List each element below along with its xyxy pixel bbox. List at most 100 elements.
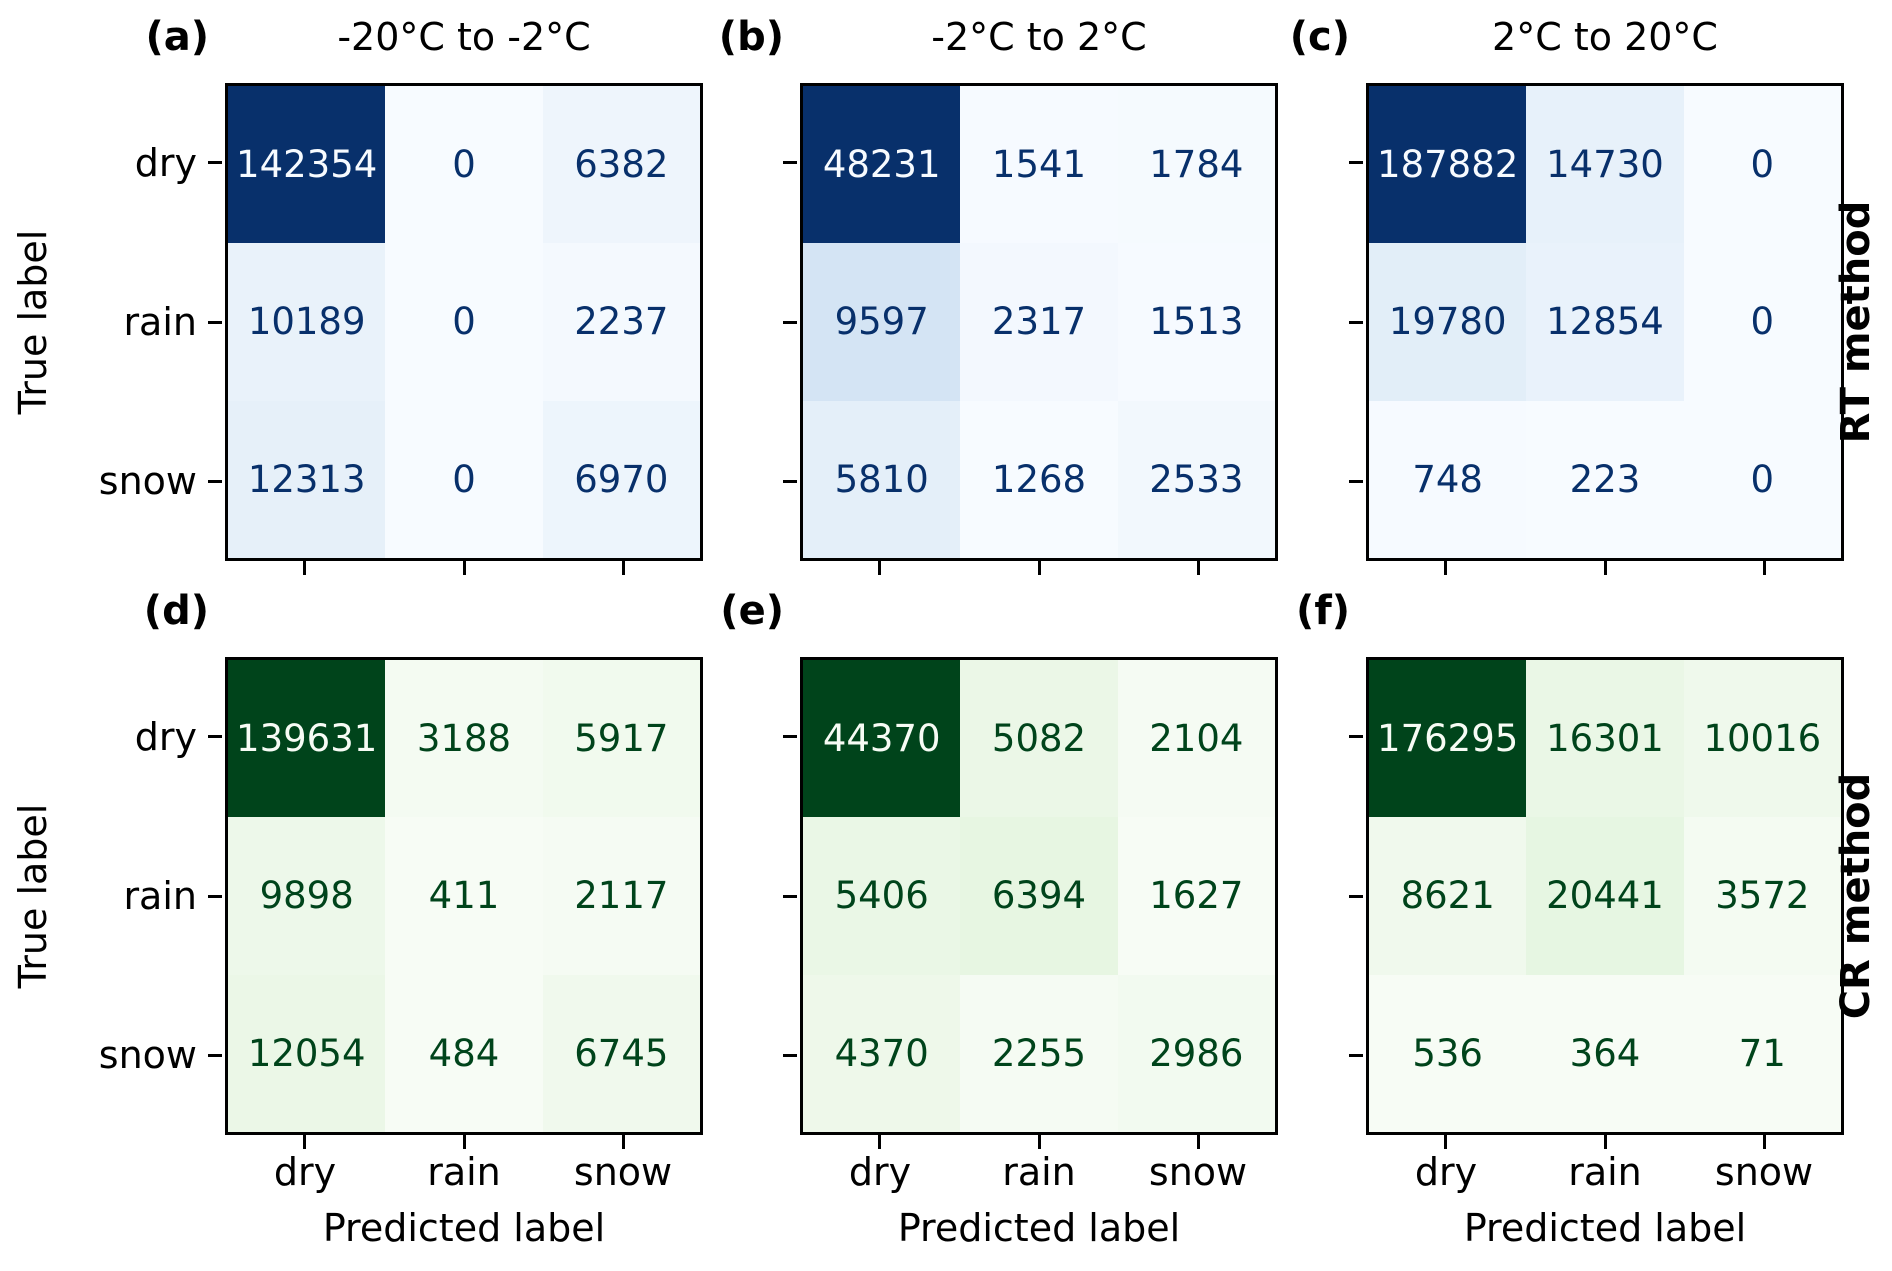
y-axis-tick (208, 735, 222, 739)
ytick-label-snow: snow (98, 1033, 197, 1077)
matrix-cell: 10016 (1683, 660, 1841, 818)
matrix-cell: 10189 (228, 243, 386, 401)
y-axis-tick (783, 735, 797, 739)
matrix-cell: 12313 (228, 400, 386, 558)
panel-d: (d) 139631 3188 5917 9898 411 2117 12054 484 674… (99, 588, 703, 1247)
ytick-label-dry: dry (134, 715, 197, 759)
matrix-cell: 2317 (960, 243, 1118, 401)
xtick-label-dry: dry (273, 1150, 337, 1194)
y-axis-tick (1349, 479, 1363, 483)
x-axis-tick (621, 561, 625, 575)
panel-title-b: -2°C to 2°C (931, 15, 1147, 59)
matrix-cell: 6382 (542, 86, 700, 244)
x-axis-tick (1444, 1135, 1448, 1149)
matrix-cell: 2533 (1117, 400, 1275, 558)
matrix-cell: 1541 (960, 86, 1118, 244)
x-axis-tick (1762, 561, 1766, 575)
matrix-cell: 0 (1683, 243, 1841, 401)
x-axis-tick (303, 1135, 307, 1149)
x-axis-title: Predicted label (1463, 1206, 1747, 1250)
x-axis-tick (878, 561, 882, 575)
y-axis-tick (783, 479, 797, 483)
y-axis-tick (208, 161, 222, 165)
matrix-cell: 3572 (1683, 817, 1841, 975)
x-axis-tick (1196, 561, 1200, 575)
xtick-label-dry: dry (1414, 1150, 1478, 1194)
matrix-cell: 139631 (228, 660, 386, 818)
matrix-cell: 19780 (1369, 243, 1527, 401)
matrix-cell: 0 (385, 400, 543, 558)
y-axis-tick (208, 320, 222, 324)
matrix-cell: 48231 (803, 86, 961, 244)
x-axis-tick (303, 561, 307, 575)
x-axis-tick (878, 1135, 882, 1149)
matrix-cell: 5917 (542, 660, 700, 818)
xtick-label-rain: rain (427, 1150, 501, 1194)
y-axis-tick (783, 894, 797, 898)
method-row-label-rt: RT method (1833, 200, 1879, 444)
confusion-matrix-e: 44370 5082 2104 5406 6394 1627 4370 2255 2986 (800, 657, 1278, 1135)
y-axis-tick (783, 320, 797, 324)
confusion-matrix-b: 48231 1541 1784 9597 2317 1513 5810 1268 2533 (800, 83, 1278, 561)
x-axis-tick (1444, 561, 1448, 575)
matrix-cell: 9597 (803, 243, 961, 401)
confusion-matrix-f: 176295 16301 10016 8621 20441 3572 536 364 71 (1366, 657, 1844, 1135)
x-axis-tick (462, 1135, 466, 1149)
panel-letter-b: (b) (718, 14, 784, 60)
matrix-cell: 2986 (1117, 974, 1275, 1132)
matrix-cell: 484 (385, 974, 543, 1132)
matrix-cell: 5406 (803, 817, 961, 975)
matrix-cell: 2117 (542, 817, 700, 975)
panel-title-c: 2°C to 20°C (1492, 15, 1718, 59)
matrix-cell: 142354 (228, 86, 386, 244)
y-axis-tick (1349, 894, 1363, 898)
y-axis-tick (1349, 320, 1363, 324)
matrix-cell: 44370 (803, 660, 961, 818)
confusion-matrix-a: 142354 0 6382 10189 0 2237 12313 0 6970 (225, 83, 703, 561)
matrix-cell: 71 (1683, 974, 1841, 1132)
matrix-cell: 16301 (1526, 660, 1684, 818)
matrix-cell: 3188 (385, 660, 543, 818)
y-axis-tick (1349, 161, 1363, 165)
matrix-cell: 9898 (228, 817, 386, 975)
panel-a: (a) -20°C to -2°C 142354 0 6382 10189 0 2237 1… (99, 14, 703, 575)
matrix-cell: 411 (385, 817, 543, 975)
matrix-cell: 1513 (1117, 243, 1275, 401)
matrix-cell: 748 (1369, 400, 1527, 558)
panel-e: (e) 44370 5082 2104 5406 6394 1627 4370 2255 298… (720, 588, 1278, 1247)
ytick-label-rain: rain (123, 300, 197, 344)
y-axis-tick (783, 161, 797, 165)
matrix-cell: 364 (1526, 974, 1684, 1132)
panel-c: (c) 2°C to 20°C 187882 14730 0 19780 12854 0 7… (1290, 14, 1844, 575)
matrix-cell: 6970 (542, 400, 700, 558)
confusion-matrix-d: 139631 3188 5917 9898 411 2117 12054 484 6745 (225, 657, 703, 1135)
matrix-cell: 0 (385, 86, 543, 244)
x-axis-title: Predicted label (322, 1206, 606, 1250)
matrix-cell: 1627 (1117, 817, 1275, 975)
x-axis-tick (1037, 1135, 1041, 1149)
xtick-label-snow: snow (573, 1150, 673, 1194)
ytick-label-dry: dry (134, 141, 197, 185)
x-axis-tick (621, 1135, 625, 1149)
matrix-cell: 0 (1683, 400, 1841, 558)
panel-letter-e: (e) (720, 588, 784, 634)
y-axis-tick (1349, 1053, 1363, 1057)
ytick-label-rain: rain (123, 874, 197, 918)
xtick-label-snow: snow (1714, 1150, 1814, 1194)
y-axis-tick (208, 479, 222, 483)
matrix-cell: 6745 (542, 974, 700, 1132)
confusion-matrix-c: 187882 14730 0 19780 12854 0 748 223 0 (1366, 83, 1844, 561)
x-axis-tick (1762, 1135, 1766, 1149)
y-axis-tick (208, 1053, 222, 1057)
matrix-cell: 536 (1369, 974, 1527, 1132)
y-axis-title-top: True label (11, 229, 55, 415)
matrix-cell: 8621 (1369, 817, 1527, 975)
x-axis-tick (1037, 561, 1041, 575)
matrix-cell: 5810 (803, 400, 961, 558)
x-axis-tick (1196, 1135, 1200, 1149)
panel-letter-c: (c) (1289, 14, 1350, 60)
panel-letter-a: (a) (145, 14, 209, 60)
method-row-label-cr: CR method (1833, 772, 1879, 1020)
matrix-cell: 6394 (960, 817, 1118, 975)
matrix-cell: 20441 (1526, 817, 1684, 975)
